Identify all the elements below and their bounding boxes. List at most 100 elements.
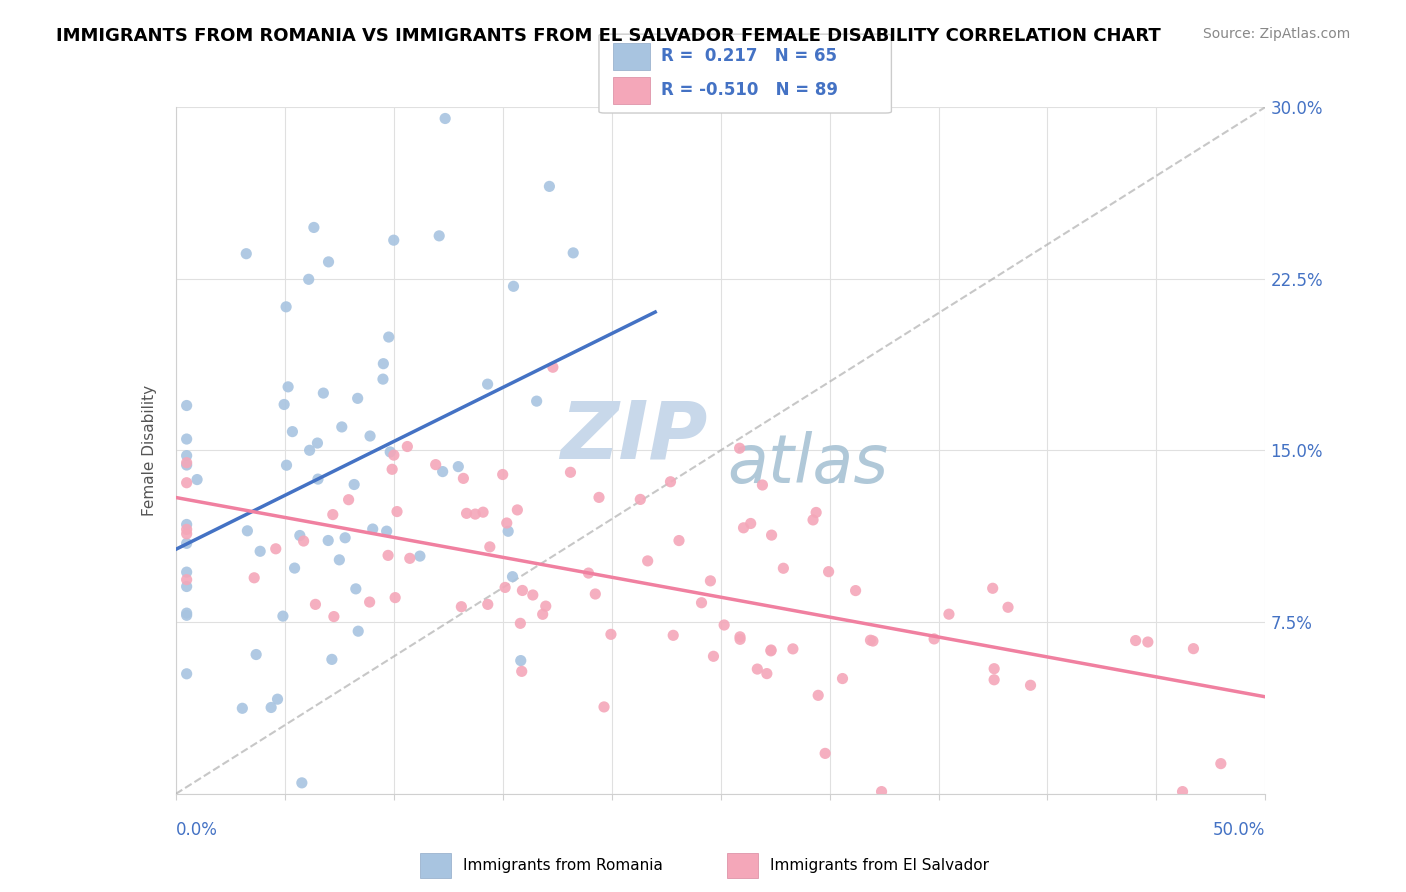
Point <box>588 491 610 505</box>
Bar <box>613 43 650 70</box>
Point <box>307 436 329 450</box>
Point <box>728 442 751 456</box>
Point <box>510 665 533 679</box>
Point <box>276 458 298 473</box>
Point <box>782 641 804 656</box>
Point <box>496 524 519 539</box>
Point <box>346 392 368 406</box>
Point <box>249 544 271 558</box>
Point <box>231 701 253 715</box>
Point <box>817 565 839 579</box>
Point <box>322 609 344 624</box>
Point <box>385 505 408 519</box>
Point <box>870 784 893 798</box>
Point <box>396 440 419 454</box>
Text: R = -0.510   N = 89: R = -0.510 N = 89 <box>661 81 838 99</box>
Point <box>453 471 475 485</box>
Text: 0.0%: 0.0% <box>176 822 218 839</box>
Point <box>176 449 198 463</box>
Point <box>1125 633 1147 648</box>
Point <box>728 632 751 647</box>
Point <box>381 462 404 476</box>
Point <box>176 606 198 620</box>
Point <box>477 377 499 392</box>
Point <box>271 609 294 624</box>
Point <box>713 618 735 632</box>
Point <box>541 360 564 375</box>
Point <box>318 255 340 269</box>
Point <box>804 505 827 519</box>
Point <box>373 357 395 371</box>
Point <box>277 380 299 394</box>
Point <box>333 531 356 545</box>
Point <box>375 524 398 538</box>
Point <box>377 549 399 563</box>
Point <box>751 478 773 492</box>
Point <box>728 630 751 644</box>
Point <box>456 506 478 520</box>
Point <box>344 582 367 596</box>
Point <box>450 599 472 614</box>
Point <box>176 456 198 470</box>
Point <box>266 692 288 706</box>
Point <box>747 662 769 676</box>
Point <box>316 533 339 548</box>
Bar <box>419 853 451 878</box>
Point <box>409 549 432 563</box>
Point <box>273 397 295 411</box>
Point <box>495 516 517 530</box>
Point <box>690 596 713 610</box>
Point <box>176 432 198 446</box>
Point <box>298 443 321 458</box>
Point <box>298 272 321 286</box>
Point <box>447 459 470 474</box>
Point <box>662 628 685 642</box>
Text: atlas: atlas <box>727 431 889 497</box>
Point <box>981 582 1004 596</box>
Y-axis label: Female Disability: Female Disability <box>142 384 157 516</box>
Point <box>506 503 529 517</box>
Point <box>509 616 531 631</box>
Point <box>492 467 515 482</box>
Point <box>260 700 283 714</box>
Point <box>478 540 501 554</box>
Point <box>302 220 325 235</box>
Point <box>361 522 384 536</box>
Point <box>337 492 360 507</box>
Point <box>472 505 495 519</box>
Point <box>359 429 381 443</box>
Point <box>983 662 1005 676</box>
Point <box>274 300 297 314</box>
Point <box>176 666 198 681</box>
Point <box>330 420 353 434</box>
Point <box>432 465 454 479</box>
Point <box>538 179 561 194</box>
Point <box>288 528 311 542</box>
Point <box>1136 635 1159 649</box>
Text: R =  0.217   N = 65: R = 0.217 N = 65 <box>661 47 837 65</box>
Point <box>291 776 314 790</box>
Point <box>502 279 524 293</box>
Point <box>983 673 1005 687</box>
Point <box>1209 756 1232 771</box>
Point <box>997 600 1019 615</box>
Point <box>807 689 830 703</box>
Point <box>1182 641 1205 656</box>
Point <box>502 569 524 583</box>
Point <box>235 246 257 260</box>
Text: Source: ZipAtlas.com: Source: ZipAtlas.com <box>1202 27 1350 41</box>
Point <box>759 643 782 657</box>
Point <box>845 583 868 598</box>
Point <box>382 233 405 247</box>
Point <box>380 445 402 459</box>
Point <box>176 517 198 532</box>
Bar <box>613 78 650 104</box>
Point <box>243 571 266 585</box>
Point <box>560 465 582 479</box>
Point <box>176 565 198 579</box>
Point <box>578 566 600 580</box>
Point <box>284 561 307 575</box>
Text: Immigrants from Romania: Immigrants from Romania <box>463 858 662 872</box>
Point <box>859 633 882 648</box>
Point <box>702 649 724 664</box>
